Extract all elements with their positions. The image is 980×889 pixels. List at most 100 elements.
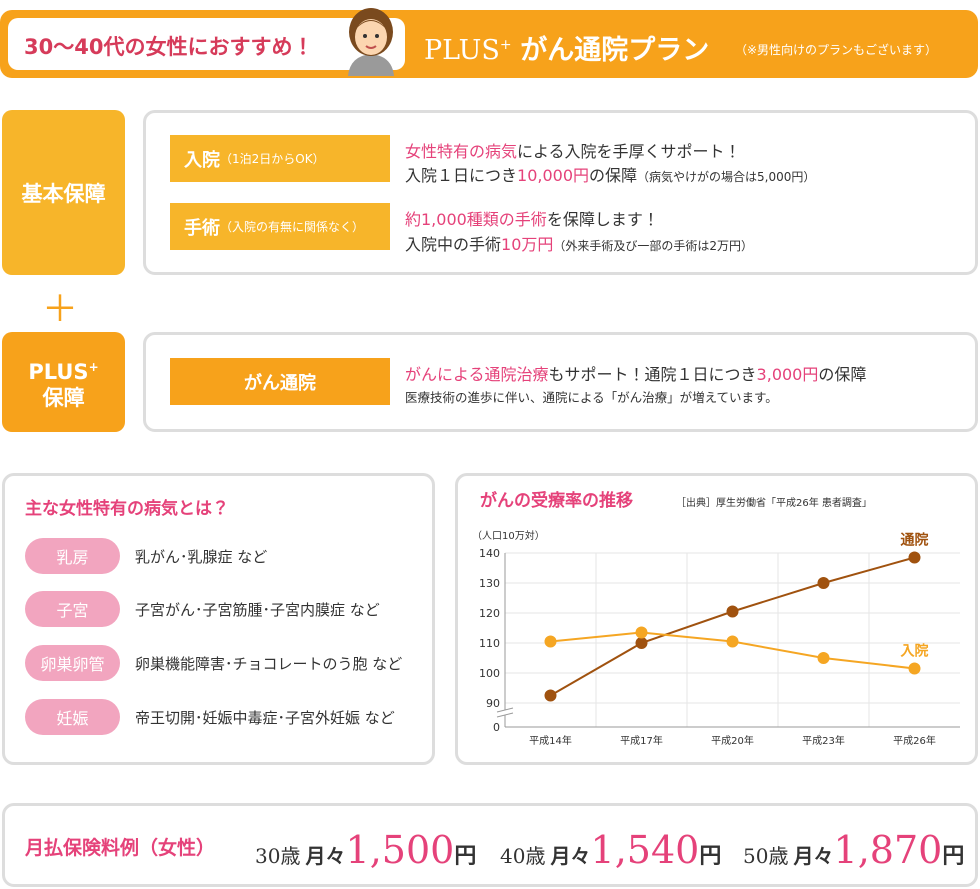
desc: の保障 <box>818 365 867 384</box>
desc-line: 入院中の手術10万円（外来手術及び一部の手術は2万円） <box>405 231 753 255</box>
point <box>726 635 739 648</box>
desc: 医療技術の進歩に伴い、通院による「がん治療」が増えています。 <box>405 390 778 405</box>
desc-hl: がんによる通院治療 <box>405 365 549 384</box>
point <box>635 626 648 639</box>
item-note: （入院の有無に関係なく） <box>220 220 365 234</box>
plus-sign: ＋ <box>42 289 79 330</box>
point <box>544 689 557 702</box>
x-tick-label: 平成26年 <box>893 734 936 747</box>
desc: 入院１日につき <box>405 166 518 185</box>
chart-panel <box>455 473 978 765</box>
header-note: （※男性向けのプランもございます） <box>735 43 938 57</box>
prefix: 月々 <box>550 844 591 868</box>
desc-line: 入院１日につき10,000円の保障（病気やけがの場合は5,000円） <box>405 162 815 186</box>
series-label: 入院 <box>900 643 929 660</box>
point <box>635 637 648 649</box>
amount: 1,500 <box>345 828 455 872</box>
plus-label: PLUS+ 保障 <box>2 332 125 432</box>
y-tick-label: 130 <box>479 577 500 590</box>
x-tick-label: 平成20年 <box>711 734 754 747</box>
age: 50歳 <box>743 844 789 868</box>
disease-organ: 妊娠 <box>25 699 120 735</box>
recommend: 30〜40代の女性におすすめ！ <box>24 35 314 59</box>
desc-line: がんによる通院治療もサポート！通院１日につき3,000円の保障 <box>405 361 866 385</box>
point <box>817 577 830 589</box>
disease-organ: 乳房 <box>25 538 120 574</box>
header-pill <box>8 18 405 70</box>
y-tick-label: 0 <box>493 721 500 734</box>
item-label: 入院 （1泊2日からOK） <box>170 135 390 182</box>
point <box>908 662 921 675</box>
premium-panel <box>2 803 978 887</box>
desc-hl: 10万円 <box>501 235 554 254</box>
plus-label-text: PLUS <box>28 359 89 384</box>
basic-label-text: 基本保障 <box>21 181 106 206</box>
prefix: 月々 <box>305 844 346 868</box>
item-name: 手術 <box>184 217 220 239</box>
chart-title: がんの受療率の推移 <box>480 490 633 511</box>
axis-break <box>496 712 514 718</box>
premium-example: 50歳 月々1,870円 <box>743 828 964 872</box>
disease-list: 子宮がん･子宮筋腫･子宮内膜症 など <box>135 601 380 619</box>
desc-note: （病気やけがの場合は5,000円） <box>637 170 816 184</box>
age: 40歳 <box>500 844 546 868</box>
premium-example: 30歳 月々1,500円 <box>255 828 476 872</box>
y-tick-label: 120 <box>479 607 500 620</box>
desc-line: 約1,000種類の手術を保障します！ <box>405 206 659 230</box>
disease-organ: 卵巣卵管 <box>25 645 120 681</box>
amount: 1,870 <box>833 828 943 872</box>
point <box>908 551 921 564</box>
desc-hl: 10,000円 <box>517 166 590 185</box>
point <box>544 635 557 648</box>
basic-label: 基本保障 <box>2 110 125 275</box>
y-tick-label: 100 <box>479 667 500 680</box>
series-label: 通院 <box>901 532 929 549</box>
disease-title: 主な女性特有の病気とは？ <box>25 499 229 519</box>
desc-line: 医療技術の進歩に伴い、通院による「がん治療」が増えています。 <box>405 387 778 406</box>
desc: の保障 <box>589 166 638 185</box>
desc: による入院を手厚くサポート！ <box>517 142 741 161</box>
axis-break-gap <box>497 710 513 715</box>
plus-label-sup: + <box>88 359 99 374</box>
plan: PLUS <box>424 35 500 66</box>
item-label: 手術 （入院の有無に関係なく） <box>170 203 390 250</box>
item-note: （1泊2日からOK） <box>220 152 325 166</box>
prefix: 月々 <box>793 844 834 868</box>
amount: 1,540 <box>590 828 700 872</box>
premium-label: 月払保険料例（女性） <box>25 837 216 859</box>
desc: 入院中の手術 <box>405 235 502 254</box>
desc-note: （外来手術及び一部の手術は2万円） <box>553 239 754 253</box>
chart-source: ［出典］厚生労働省「平成26年 患者調査」 <box>676 496 872 509</box>
item-name: 入院 <box>184 149 220 171</box>
y-axis-label: （人口10万対） <box>472 529 545 542</box>
disease-list: 乳がん･乳腺症 など <box>135 548 268 566</box>
desc: もサポート！通院１日につき <box>548 365 757 384</box>
y-tick-label: 110 <box>479 637 500 650</box>
plan-title: PLUS+ がん通院プラン <box>424 28 709 67</box>
point <box>726 605 739 618</box>
point <box>817 652 830 664</box>
x-tick-label: 平成14年 <box>529 734 572 747</box>
plus-label-text: 保障 <box>42 385 85 410</box>
unit: 円 <box>454 844 477 869</box>
x-tick-label: 平成23年 <box>802 734 845 747</box>
disease-list: 帝王切開･妊娠中毒症･子宮外妊娠 など <box>135 709 395 727</box>
series-line <box>550 556 915 697</box>
plan-sup: + <box>499 37 512 53</box>
y-tick-label: 140 <box>479 547 500 560</box>
desc: を保障します！ <box>546 210 659 229</box>
desc-hl: 3,000円 <box>756 365 819 384</box>
plan-name: がん通院プラン <box>520 35 710 66</box>
desc-line: 女性特有の病気による入院を手厚くサポート！ <box>405 138 741 162</box>
age: 30歳 <box>255 844 301 868</box>
premium-example: 40歳 月々1,540円 <box>500 828 721 872</box>
desc-hl: 約1,000種類の手術 <box>405 210 547 229</box>
disease-organ: 子宮 <box>25 591 120 627</box>
item-name: がん通院 <box>244 372 316 394</box>
woman-icon <box>348 8 394 76</box>
x-tick-label: 平成17年 <box>620 734 663 747</box>
disease-list: 卵巣機能障害･チョコレートのう胞 など <box>135 655 403 673</box>
unit: 円 <box>699 844 722 869</box>
